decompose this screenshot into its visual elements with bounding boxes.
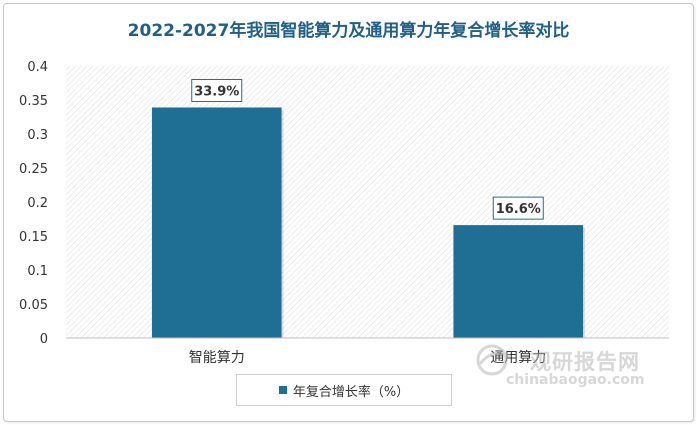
data-label: 16.6%	[496, 202, 541, 217]
y-axis: 0 0.05 0.1 0.15 0.2 0.25 0.3 0.35 0.4	[19, 60, 48, 347]
legend-label: 年复合增长率（%）	[292, 384, 410, 400]
y-tick-label: 0	[40, 332, 48, 347]
y-tick-label: 0.1	[27, 264, 48, 279]
data-label: 33.9%	[194, 84, 239, 99]
data-label-box	[191, 78, 243, 102]
bar-1	[151, 107, 282, 338]
legend: 年复合增长率（%）	[236, 374, 452, 406]
y-tick-label: 0.3	[27, 128, 48, 143]
y-tick-label: 0.05	[19, 298, 48, 313]
bars: 33.9% 16.6%	[151, 78, 586, 338]
x-tick-label: 通用算力	[490, 350, 546, 366]
y-tick-label: 0.35	[19, 94, 48, 109]
x-axis: 智能算力 通用算力	[66, 337, 669, 366]
y-tick-label: 0.2	[27, 196, 48, 211]
chart-title: 2022-2027年我国智能算力及通用算力年复合增长率对比	[127, 21, 570, 41]
y-tick-label: 0.25	[19, 162, 48, 177]
bar-2	[453, 225, 584, 338]
legend-swatch	[278, 386, 287, 394]
y-tick-label: 0.15	[19, 230, 48, 245]
x-tick-label: 智能算力	[189, 350, 245, 366]
y-tick-label: 0.4	[27, 60, 48, 75]
data-label-box	[492, 196, 544, 220]
